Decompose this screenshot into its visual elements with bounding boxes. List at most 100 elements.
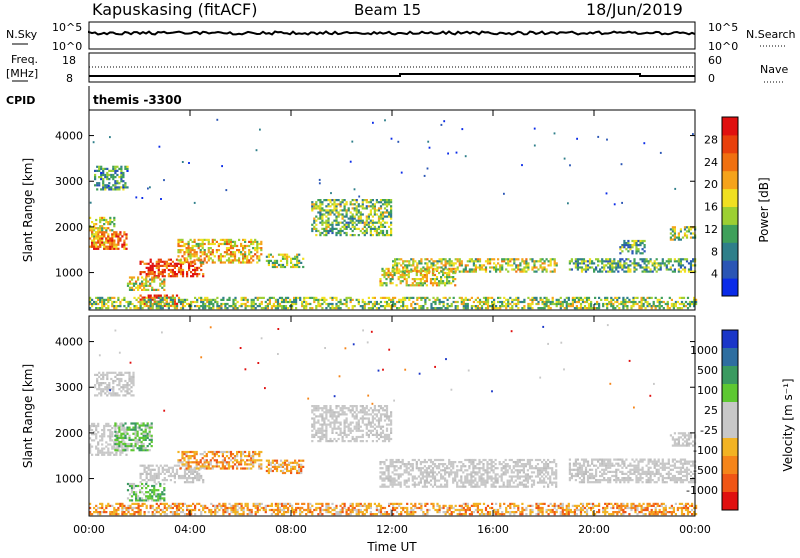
power-cell [273,303,275,305]
power-cell [390,216,392,218]
power-cell [331,303,333,305]
power-cell [374,211,376,213]
velocity-cell [329,409,331,411]
power-cell [513,303,515,305]
velocity-cell [114,394,116,396]
power-cell [152,303,154,305]
power-cell [381,284,383,286]
power-cell [95,303,97,305]
velocity-cell [348,426,350,428]
velocity-cell [338,405,340,407]
power-cell [321,207,323,209]
velocity-cell [270,468,272,470]
power-cell [420,299,422,301]
velocity-cell [145,431,147,433]
power-cell [436,260,438,262]
velocity-cell [385,469,387,471]
power-cell [252,259,254,261]
power-cell [142,297,144,299]
velocity-cell [270,464,272,466]
power-cell [610,305,612,307]
power-cell [677,301,679,303]
velocity-cell [180,475,182,477]
power-cell [125,307,127,309]
power-cell [137,289,139,291]
velocity-cell [430,475,432,477]
power-cell [641,299,643,301]
power-cell [467,303,469,305]
power-cell [501,301,503,303]
power-cell [688,268,690,270]
power-cell [548,264,550,266]
power-cell [284,258,286,260]
power-cell [350,234,352,236]
velocity-cell [178,465,180,467]
power-cell [420,307,422,309]
power-cell [260,249,262,251]
power-cell [119,240,121,242]
power-cell [660,152,662,154]
power-cell [400,258,402,260]
power-cell [678,264,680,266]
power-cell [124,182,126,184]
power-cell [601,262,603,264]
power-cell [95,233,97,235]
velocity-cell [333,424,335,426]
power-cell [99,297,101,299]
power-cell [613,271,615,273]
power-cell [254,241,256,243]
power-cell [210,247,212,249]
power-cell [611,271,613,273]
power-cell [684,268,686,270]
power-cell [612,299,614,301]
power-cell [617,266,619,268]
velocity-cell [132,376,134,378]
velocity-cell [408,477,410,479]
power-cell [206,239,208,241]
power-cell [491,301,493,303]
velocity-cell [432,473,434,475]
velocity-cell [452,471,454,473]
power-cell [212,251,214,253]
power-cell [686,226,688,228]
power-cell [192,269,194,271]
velocity-cell [360,405,362,407]
power-cell [150,305,152,307]
velocity-cell [168,467,170,469]
velocity-cell [91,446,93,448]
power-cell [275,305,277,307]
velocity-cell [323,417,325,419]
power-cell [118,188,120,190]
power-cell [250,255,252,257]
velocity-cell [158,467,160,469]
velocity-cell [338,438,340,440]
cpid-value: themis -3300 [93,93,182,107]
velocity-cell [368,417,370,419]
velocity-cell [179,467,181,469]
power-cell [141,285,143,287]
power-cell [402,307,404,309]
velocity-cell [118,374,120,376]
power-cell [445,297,447,299]
velocity-cell [126,447,128,449]
velocity-cell [141,422,143,424]
velocity-cell [404,484,406,486]
velocity-cell [111,452,113,454]
power-cell [350,201,352,203]
power-cell [588,305,590,307]
power-cell [112,166,114,168]
velocity-cell [370,407,372,409]
power-cell [416,278,418,280]
velocity-cell [149,439,151,441]
power-cell [376,222,378,224]
velocity-cell [366,413,368,415]
velocity-cell [139,429,141,431]
power-cell [427,168,429,170]
power-cell [649,303,651,305]
power-cell [499,297,501,299]
power-cell [111,233,113,235]
velocity-cell [344,428,346,430]
velocity-cell [398,484,400,486]
velocity-cell [454,475,456,477]
velocity-cell [144,479,146,481]
